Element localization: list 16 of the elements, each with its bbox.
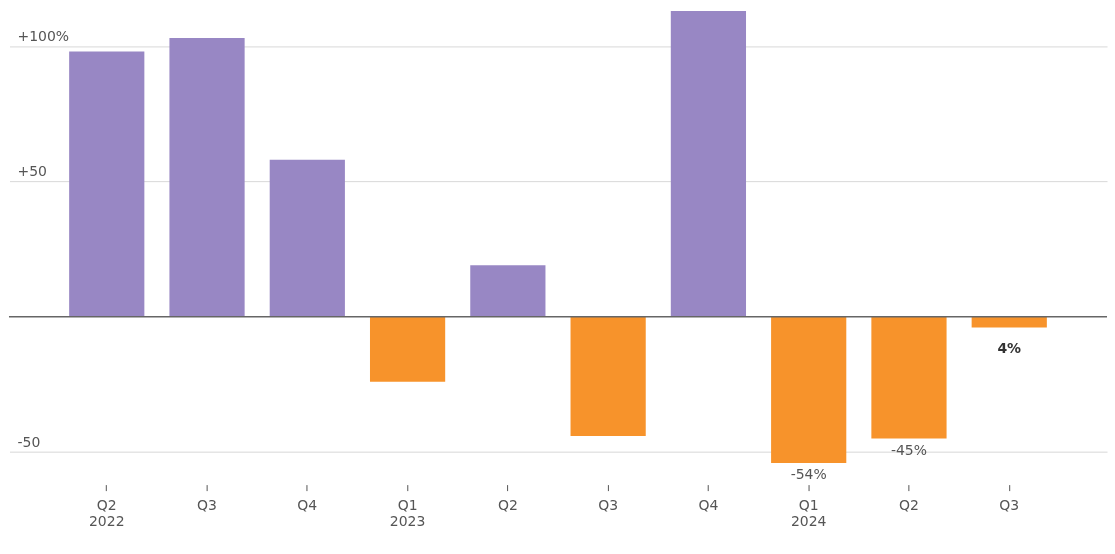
x-tick-label: Q4 (698, 497, 719, 514)
x-tick-label: Q3 (999, 497, 1020, 514)
x-tick-label: Q1 2024 (790, 497, 827, 530)
y-tick-label: -50 (17, 433, 41, 450)
x-tick-label: Q3 (197, 497, 217, 514)
x-tick-label: Q1 2023 (389, 497, 426, 530)
x-tick-label: Q4 (297, 497, 318, 514)
x-tick-label: Q2 2022 (88, 497, 125, 530)
x-tick-label: Q3 (598, 497, 619, 514)
x-tick-label: Q2 (497, 497, 518, 514)
annotation: 4% (997, 339, 1022, 356)
data-label: -45% (890, 441, 928, 458)
y-tick-label: +50 (17, 162, 47, 179)
data-label: -54% (790, 465, 827, 482)
x-tick-label: Q2 (899, 497, 919, 514)
y-tick-label: +100% (17, 27, 70, 44)
